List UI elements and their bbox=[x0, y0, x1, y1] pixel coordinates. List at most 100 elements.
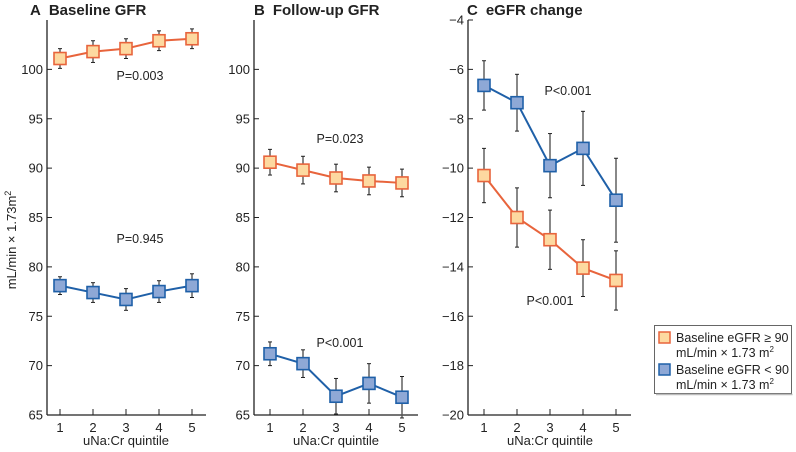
legend-box bbox=[654, 325, 792, 394]
data-point bbox=[576, 141, 590, 156]
x-tick-label: 3 bbox=[546, 420, 553, 435]
y-tick-label: 80 bbox=[236, 259, 250, 274]
y-tick-label: −12 bbox=[442, 210, 464, 225]
y-tick-label: 65 bbox=[236, 408, 250, 423]
x-tick-label: 3 bbox=[332, 420, 339, 435]
legend-marker bbox=[658, 331, 671, 344]
x-tick-label: 5 bbox=[398, 420, 405, 435]
x-tick-label: 1 bbox=[480, 420, 487, 435]
y-tick-label: 95 bbox=[236, 111, 250, 126]
y-tick-label: −10 bbox=[442, 161, 464, 176]
legend-label: Baseline eGFR ≥ 90 bbox=[676, 331, 789, 345]
data-point bbox=[510, 210, 524, 225]
data-point bbox=[119, 292, 133, 307]
data-point bbox=[329, 171, 343, 185]
y-tick-label: 70 bbox=[236, 358, 250, 373]
series-high bbox=[263, 148, 409, 198]
data-point bbox=[53, 51, 67, 66]
legend-label-units: mL/min × 1.73 m2 bbox=[676, 377, 774, 392]
data-point bbox=[477, 78, 491, 93]
data-point bbox=[119, 41, 133, 56]
data-point bbox=[53, 278, 67, 293]
panel-title-text: eGFR change bbox=[486, 2, 583, 19]
y-axis-label: mL/min × 1.73m2 bbox=[3, 191, 19, 290]
data-point bbox=[477, 168, 491, 183]
series-low bbox=[263, 341, 409, 419]
series-high bbox=[53, 28, 199, 69]
legend-label: Baseline eGFR < 90 bbox=[676, 363, 789, 377]
y-tick-label: −8 bbox=[449, 111, 464, 126]
data-point bbox=[362, 174, 376, 188]
data-point bbox=[543, 232, 557, 247]
panel-letter: C bbox=[467, 2, 478, 19]
data-point bbox=[263, 346, 277, 361]
data-point bbox=[609, 273, 623, 288]
y-tick-label: 85 bbox=[29, 210, 43, 225]
series-high bbox=[477, 147, 623, 311]
y-tick-label: −4 bbox=[449, 13, 464, 28]
y-tick-label: −16 bbox=[442, 309, 464, 324]
x-tick-label: 4 bbox=[365, 420, 372, 435]
x-tick-label: 4 bbox=[579, 420, 586, 435]
y-tick-label: 100 bbox=[21, 62, 43, 77]
data-point bbox=[86, 44, 100, 59]
x-tick-label: 3 bbox=[122, 420, 129, 435]
data-point bbox=[185, 278, 199, 293]
data-point bbox=[263, 155, 277, 169]
x-tick-label: 2 bbox=[513, 420, 520, 435]
series-low bbox=[53, 273, 199, 311]
data-point bbox=[576, 261, 590, 275]
x-axis-label: uNa:Cr quintile bbox=[507, 433, 593, 448]
y-tick-label: 80 bbox=[29, 259, 43, 274]
y-tick-label: 75 bbox=[236, 309, 250, 324]
y-tick-label: −6 bbox=[449, 62, 464, 77]
y-tick-label: 95 bbox=[29, 111, 43, 126]
y-tick-label: 85 bbox=[236, 210, 250, 225]
data-point bbox=[362, 376, 376, 391]
y-tick-label: 75 bbox=[29, 309, 43, 324]
x-axis-label: uNa:Cr quintile bbox=[83, 433, 169, 448]
x-tick-label: 1 bbox=[56, 420, 63, 435]
panel-letter: B bbox=[254, 2, 265, 19]
p-value-annotation: P=0.023 bbox=[317, 132, 364, 146]
data-point bbox=[86, 285, 100, 300]
x-tick-label: 5 bbox=[612, 420, 619, 435]
legend-marker bbox=[658, 363, 671, 376]
x-tick-label: 2 bbox=[89, 420, 96, 435]
data-point bbox=[152, 33, 166, 48]
panel-b: B Follow-up GFR 65 70 75 80 85 90 95 100 1 2 3 4 5 uNa:… bbox=[228, 2, 418, 448]
data-point bbox=[152, 284, 166, 299]
y-tick-label: −20 bbox=[442, 408, 464, 423]
data-point bbox=[395, 390, 409, 405]
y-tick-label: 90 bbox=[29, 161, 43, 176]
panel-a: A Baseline GFR 65 70 75 80 85 90 95 100 1 2 3 4 5 uNa:C… bbox=[3, 2, 206, 448]
panel-title: A Baseline GFR bbox=[30, 2, 147, 19]
p-value-annotation: P=0.945 bbox=[117, 232, 164, 246]
y-tick-label: −18 bbox=[442, 358, 464, 373]
data-point bbox=[543, 158, 557, 173]
panel-letter: A bbox=[30, 2, 41, 19]
y-tick-label: 100 bbox=[228, 62, 250, 77]
data-point bbox=[296, 163, 310, 177]
x-tick-label: 5 bbox=[188, 420, 195, 435]
x-tick-label: 2 bbox=[299, 420, 306, 435]
p-value-annotation: P<0.001 bbox=[317, 336, 364, 350]
x-axis-label: uNa:Cr quintile bbox=[293, 433, 379, 448]
y-tick-label: 90 bbox=[236, 161, 250, 176]
p-value-annotation: P<0.001 bbox=[545, 84, 592, 98]
series-low bbox=[477, 60, 623, 243]
p-value-annotation: P=0.003 bbox=[117, 69, 164, 83]
panel-title-text: Follow-up GFR bbox=[273, 2, 380, 19]
y-tick-label: 65 bbox=[29, 408, 43, 423]
data-point bbox=[329, 389, 343, 404]
panel-title-text: Baseline GFR bbox=[49, 2, 147, 19]
panel-title: B Follow-up GFR bbox=[254, 2, 380, 19]
p-value-annotation: P<0.001 bbox=[527, 294, 574, 308]
x-tick-label: 4 bbox=[155, 420, 162, 435]
data-point bbox=[510, 95, 524, 110]
legend-label-units: mL/min × 1.73 m2 bbox=[676, 345, 774, 360]
